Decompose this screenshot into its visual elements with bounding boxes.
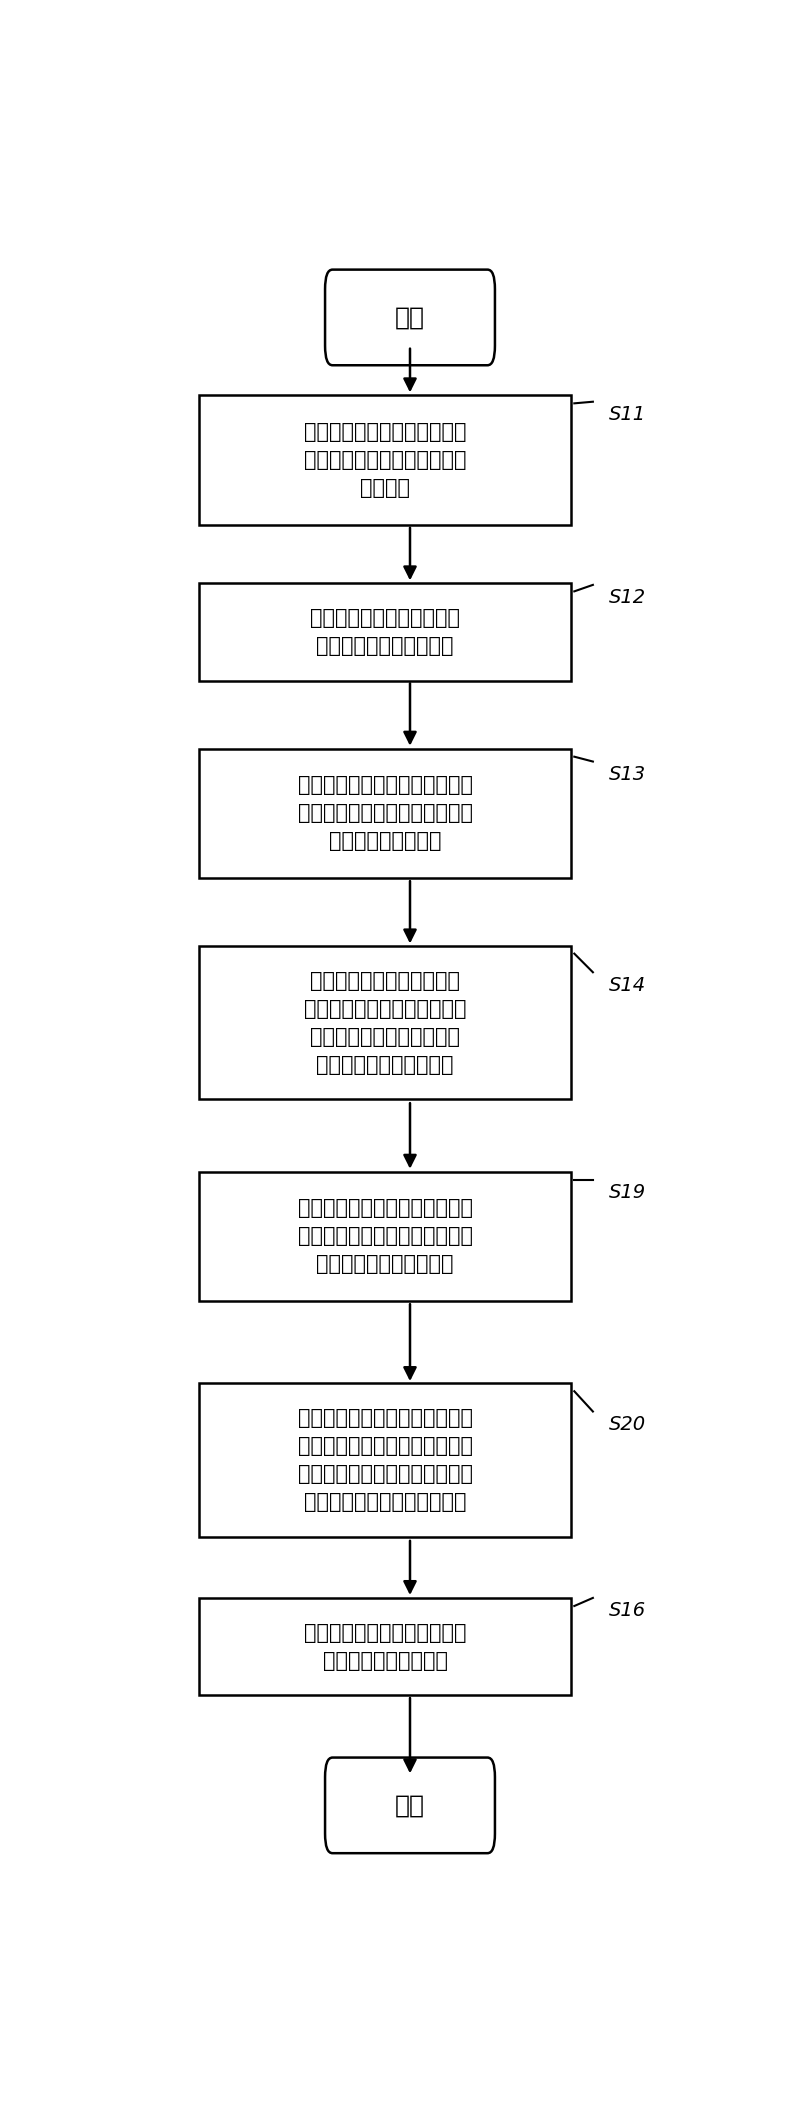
Text: S13: S13 xyxy=(608,764,646,783)
Text: 当物体对飞机的威胁等级估算装
置拒绝给出结果时，向监控中心
发出需要人工判断的信息: 当物体对飞机的威胁等级估算装 置拒绝给出结果时，向监控中心 发出需要人工判断的信… xyxy=(298,1198,473,1274)
FancyBboxPatch shape xyxy=(325,269,495,366)
FancyBboxPatch shape xyxy=(325,1758,495,1852)
Text: S19: S19 xyxy=(608,1183,646,1202)
FancyBboxPatch shape xyxy=(199,583,571,680)
Text: 根据跑道外来物体的位置数据和
光学特征数据，分析跑道异物的
运动状态和物理属性: 根据跑道外来物体的位置数据和 光学特征数据，分析跑道异物的 运动状态和物理属性 xyxy=(298,775,473,850)
Text: S11: S11 xyxy=(608,404,646,425)
Text: 监控中心远程控制探测设备对物
体进行监视并判断其是否需要清
除，如果需要清除，则向机场跑
道工作站发出告警与清除信息: 监控中心远程控制探测设备对物 体进行监视并判断其是否需要清 除，如果需要清除，则… xyxy=(298,1408,473,1511)
Text: S16: S16 xyxy=(608,1602,646,1621)
Text: S12: S12 xyxy=(608,587,646,608)
Text: 结束: 结束 xyxy=(395,1793,425,1817)
FancyBboxPatch shape xyxy=(199,1598,571,1695)
FancyBboxPatch shape xyxy=(199,1172,571,1301)
Text: 接收到告警与清除信号后，机
场跑道工作站清除物体: 接收到告警与清除信号后，机 场跑道工作站清除物体 xyxy=(304,1623,466,1671)
Text: 根据跑道外来物体的位置数
据、运动状态和物理属性分析
估计物体是否对滑跑飞机有
威胁，计算严重程度等级: 根据跑道外来物体的位置数 据、运动状态和物理属性分析 估计物体是否对滑跑飞机有 … xyxy=(304,970,466,1074)
FancyBboxPatch shape xyxy=(199,396,571,524)
FancyBboxPatch shape xyxy=(199,945,571,1099)
Text: S20: S20 xyxy=(608,1415,646,1434)
Text: 记录并存储跑道外来物体的
位置数据和光学特征数据: 记录并存储跑道外来物体的 位置数据和光学特征数据 xyxy=(310,608,460,657)
Text: 利用探测装置实时探测并获得
跑道外来物体的位置数和光学
特征数据: 利用探测装置实时探测并获得 跑道外来物体的位置数和光学 特征数据 xyxy=(304,423,466,499)
Text: S14: S14 xyxy=(608,977,646,996)
FancyBboxPatch shape xyxy=(199,1383,571,1537)
FancyBboxPatch shape xyxy=(199,749,571,878)
Text: 开始: 开始 xyxy=(395,305,425,330)
